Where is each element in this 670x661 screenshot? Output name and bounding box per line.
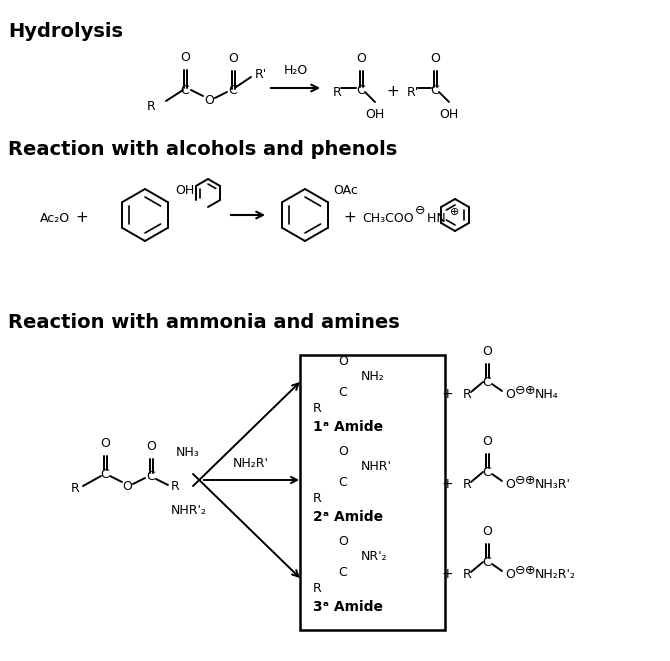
Text: OH: OH (365, 108, 385, 121)
Text: R: R (333, 85, 342, 98)
Text: O: O (505, 477, 515, 490)
Text: R: R (171, 481, 180, 494)
Text: NH₂R'₂: NH₂R'₂ (535, 568, 576, 580)
Text: R: R (463, 568, 472, 580)
Text: NH₃R': NH₃R' (535, 477, 571, 490)
Text: ⊕: ⊕ (525, 563, 535, 576)
Text: Reaction with alcohols and phenols: Reaction with alcohols and phenols (8, 140, 397, 159)
Text: NHR': NHR' (361, 459, 392, 473)
Text: +: + (387, 85, 399, 100)
Text: O: O (180, 51, 190, 64)
Text: C: C (181, 83, 190, 97)
Text: O: O (482, 345, 492, 358)
Text: +: + (344, 210, 356, 225)
Text: C: C (482, 555, 491, 568)
Text: O: O (505, 387, 515, 401)
Text: R': R' (407, 85, 419, 98)
Text: HN: HN (423, 212, 446, 225)
Text: O: O (228, 52, 238, 65)
Text: O: O (338, 445, 348, 458)
Text: +: + (442, 387, 453, 401)
Text: CH₃COO: CH₃COO (362, 212, 413, 225)
Text: ⊖: ⊖ (515, 563, 525, 576)
Text: O: O (482, 525, 492, 538)
Text: R: R (312, 401, 321, 414)
Text: R': R' (255, 69, 267, 81)
Text: Reaction with ammonia and amines: Reaction with ammonia and amines (8, 313, 400, 332)
Text: +: + (442, 477, 453, 491)
Text: R: R (146, 100, 155, 112)
Text: C: C (228, 85, 237, 98)
Text: C: C (338, 566, 347, 578)
Text: C: C (338, 385, 347, 399)
Text: O: O (338, 355, 348, 368)
Text: ⊕: ⊕ (525, 473, 535, 486)
Text: C: C (482, 375, 491, 389)
Text: ⊕: ⊕ (525, 383, 535, 397)
Text: O: O (204, 95, 214, 108)
Text: O: O (482, 435, 492, 448)
Text: O: O (122, 481, 132, 494)
Text: 2ᵃ Amide: 2ᵃ Amide (313, 510, 383, 524)
Text: NH₂R': NH₂R' (232, 457, 269, 470)
Text: O: O (505, 568, 515, 580)
Text: ⊕: ⊕ (450, 207, 460, 217)
Text: O: O (338, 535, 348, 548)
Text: C: C (338, 475, 347, 488)
Text: NH₂: NH₂ (361, 369, 385, 383)
Text: OH: OH (440, 108, 459, 121)
Text: OAc: OAc (333, 184, 358, 198)
Text: 1ᵃ Amide: 1ᵃ Amide (313, 420, 383, 434)
Text: NHR'₂: NHR'₂ (171, 504, 207, 516)
Text: Ac₂O: Ac₂O (40, 212, 70, 225)
Text: C: C (482, 465, 491, 479)
Text: 3ᵃ Amide: 3ᵃ Amide (313, 600, 383, 614)
Text: O: O (430, 52, 440, 65)
Text: NH₃: NH₃ (176, 446, 200, 459)
Text: ⊖: ⊖ (515, 473, 525, 486)
Text: OH: OH (175, 184, 194, 198)
Text: NH₄: NH₄ (535, 387, 559, 401)
Text: O: O (100, 437, 110, 450)
Text: C: C (356, 83, 365, 97)
Bar (300, 355, 445, 630)
Text: O: O (356, 52, 366, 65)
Text: C: C (431, 83, 440, 97)
Text: Hydrolysis: Hydrolysis (8, 22, 123, 41)
Text: +: + (442, 567, 453, 581)
Text: O: O (146, 440, 156, 453)
Text: R: R (463, 477, 472, 490)
Text: NR'₂: NR'₂ (361, 549, 388, 563)
Text: ⊖: ⊖ (415, 204, 425, 217)
Text: C: C (147, 471, 155, 483)
Text: C: C (100, 467, 109, 481)
Text: H₂O: H₂O (283, 64, 308, 77)
Text: R: R (71, 481, 80, 494)
Text: ⊖: ⊖ (515, 383, 525, 397)
Text: R: R (312, 492, 321, 504)
Text: R: R (463, 387, 472, 401)
Text: R: R (312, 582, 321, 594)
Text: +: + (76, 210, 88, 225)
